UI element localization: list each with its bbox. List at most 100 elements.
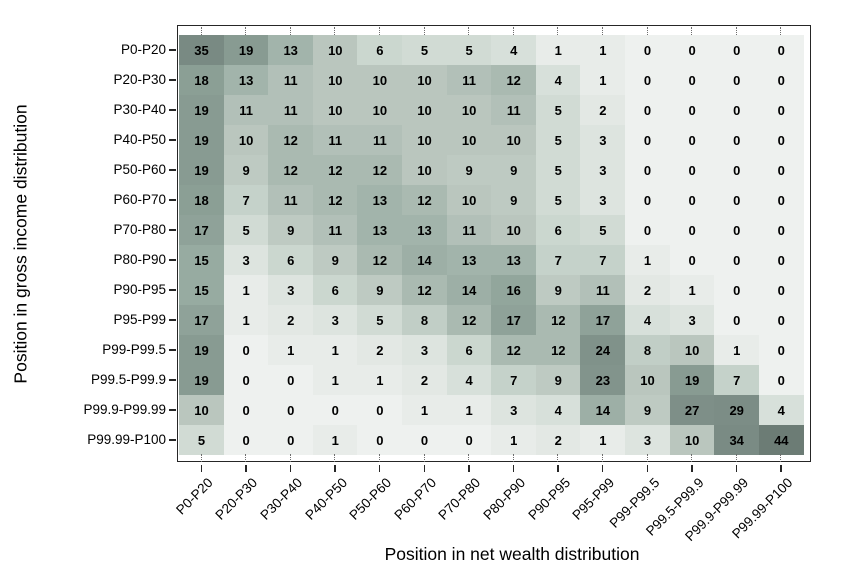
x-tick <box>379 464 381 472</box>
heatmap-cell: 2 <box>580 95 626 126</box>
heatmap-cell: 0 <box>758 275 804 306</box>
heatmap-cell-value: 5 <box>554 192 562 208</box>
heatmap-cell-value: 13 <box>238 72 254 88</box>
heatmap-cell-value: 2 <box>599 102 607 118</box>
heatmap-cell-value: 0 <box>733 192 741 208</box>
heatmap-cell: 0 <box>714 65 760 96</box>
y-tick <box>169 199 176 201</box>
heatmap-cell-value: 0 <box>242 432 250 448</box>
heatmap-cell: 0 <box>669 245 715 276</box>
x-tick-label: P30-P40 <box>257 475 306 523</box>
heatmap-cell: 7 <box>714 365 760 396</box>
heatmap-cell-value: 12 <box>328 162 343 178</box>
heatmap-cell-value: 2 <box>376 342 384 358</box>
heatmap-cell-value: 9 <box>331 252 339 268</box>
heatmap-cell-value: 10 <box>238 132 254 148</box>
heatmap-cell-value: 7 <box>242 192 250 208</box>
heatmap-cell: 11 <box>357 125 403 156</box>
heatmap-cell-value: 1 <box>287 342 295 358</box>
heatmap-cell-value: 11 <box>328 222 343 238</box>
top-grid-tick <box>735 27 737 35</box>
heatmap-cell: 0 <box>312 395 358 426</box>
heatmap-cell: 0 <box>758 95 804 126</box>
heatmap-cell: 2 <box>357 335 403 366</box>
y-tick-label: P90-P95 <box>113 282 166 297</box>
heatmap-cell: 6 <box>312 275 358 306</box>
heatmap-cell: 3 <box>580 185 626 216</box>
top-grid-tick <box>646 27 648 35</box>
heatmap-cell: 0 <box>268 425 314 456</box>
y-tick <box>169 349 176 351</box>
heatmap-cell: 0 <box>714 125 760 156</box>
bottom-grid-tick <box>735 454 737 462</box>
heatmap-cell-value: 3 <box>599 192 607 208</box>
heatmap-cell: 2 <box>402 365 447 396</box>
heatmap-cell-value: 11 <box>373 132 387 148</box>
heatmap-cell-value: 13 <box>372 222 388 238</box>
y-tick-label: P99-P99.5 <box>102 342 166 357</box>
heatmap-cell: 17 <box>179 215 224 246</box>
heatmap-cell: 10 <box>402 155 447 186</box>
top-grid-tick <box>691 27 693 35</box>
heatmap-cell-value: 9 <box>554 372 562 388</box>
heatmap-cell: 18 <box>179 185 224 216</box>
heatmap-cell: 5 <box>357 305 403 336</box>
heatmap-cell: 19 <box>179 125 224 156</box>
heatmap-cell-value: 10 <box>461 102 477 118</box>
heatmap-cell-value: 0 <box>242 342 250 358</box>
top-grid-tick <box>468 27 470 35</box>
heatmap-cell-value: 24 <box>595 342 611 358</box>
heatmap-cell: 13 <box>223 65 269 96</box>
heatmap-cell: 11 <box>580 275 626 306</box>
heatmap-cell-value: 14 <box>461 282 477 298</box>
y-tick-label: P99.5-P99.9 <box>90 372 166 387</box>
y-tick <box>169 289 176 291</box>
y-tick-label: P80-P90 <box>113 252 166 267</box>
heatmap-cell: 1 <box>312 335 358 366</box>
x-tick-label: P40-P50 <box>301 475 350 523</box>
bottom-grid-tick <box>646 454 648 462</box>
heatmap-cell: 10 <box>312 95 358 126</box>
heatmap-cell-value: 17 <box>194 312 209 328</box>
heatmap-cell: 10 <box>669 425 715 456</box>
heatmap-cell: 1 <box>446 395 492 426</box>
heatmap-cell: 12 <box>357 245 403 276</box>
heatmap-cell: 9 <box>535 365 581 396</box>
y-axis-title: Position in gross income distribution <box>10 104 31 384</box>
heatmap-cell-value: 19 <box>194 372 209 388</box>
heatmap-cell: 10 <box>446 185 492 216</box>
heatmap-cell-value: 1 <box>376 372 384 388</box>
heatmap-cell: 12 <box>446 305 492 336</box>
heatmap-cell: 24 <box>580 335 626 366</box>
heatmap-cell-value: 10 <box>417 162 432 178</box>
heatmap-cell: 7 <box>491 365 537 396</box>
top-grid-tick <box>601 27 603 35</box>
heatmap-cell: 4 <box>491 35 537 66</box>
heatmap-cell-value: 0 <box>777 132 785 148</box>
heatmap-cell: 27 <box>669 395 715 426</box>
heatmap-cell-value: 19 <box>238 42 254 58</box>
heatmap-cell: 11 <box>312 215 358 246</box>
heatmap-cell-value: 3 <box>287 282 295 298</box>
heatmap-cell: 3 <box>669 305 715 336</box>
heatmap-cell-value: 10 <box>461 192 477 208</box>
y-tick-label: P0-P20 <box>120 42 166 57</box>
heatmap-cell-value: 6 <box>376 42 384 58</box>
heatmap-cell: 0 <box>669 155 715 186</box>
heatmap-cell: 1 <box>312 365 358 396</box>
y-tick-label: P99.9-P99.99 <box>83 402 166 417</box>
heatmap-cell: 1 <box>535 35 581 66</box>
heatmap-cell-value: 0 <box>688 252 696 268</box>
heatmap-cell-value: 10 <box>372 102 388 118</box>
heatmap-cell: 11 <box>223 95 269 126</box>
top-grid-tick <box>200 27 202 35</box>
heatmap-cell-value: 0 <box>777 72 785 88</box>
top-grid-tick <box>557 27 559 35</box>
y-tick-label: P20-P30 <box>113 72 166 87</box>
heatmap-cell: 1 <box>714 335 760 366</box>
heatmap-cell: 11 <box>446 215 492 246</box>
heatmap-cell: 0 <box>223 335 269 366</box>
heatmap-cell-value: 3 <box>242 252 250 268</box>
heatmap-cell: 2 <box>535 425 581 456</box>
heatmap-cell-value: 5 <box>554 162 562 178</box>
